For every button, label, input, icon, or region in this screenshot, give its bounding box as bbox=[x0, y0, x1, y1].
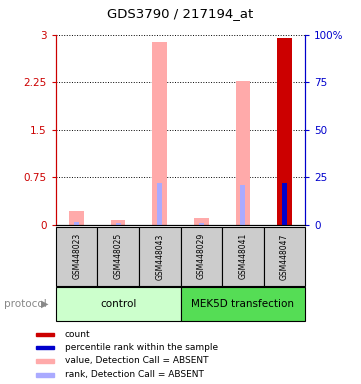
Text: protocol: protocol bbox=[4, 299, 46, 309]
Bar bbox=[139, 227, 180, 286]
Bar bbox=[36, 373, 54, 377]
Bar bbox=[69, 211, 84, 225]
Bar bbox=[36, 346, 54, 349]
Text: percentile rank within the sample: percentile rank within the sample bbox=[65, 343, 218, 352]
Bar bbox=[111, 220, 126, 225]
Bar bbox=[74, 222, 79, 225]
Bar bbox=[264, 227, 305, 286]
Bar bbox=[282, 184, 287, 225]
Bar bbox=[97, 227, 139, 286]
Bar bbox=[56, 287, 180, 321]
Text: count: count bbox=[65, 330, 91, 339]
Text: control: control bbox=[100, 299, 136, 309]
Bar bbox=[116, 223, 121, 225]
Text: value, Detection Call = ABSENT: value, Detection Call = ABSENT bbox=[65, 356, 209, 366]
Bar bbox=[180, 287, 305, 321]
Bar bbox=[194, 218, 209, 225]
Bar bbox=[157, 184, 162, 225]
Bar bbox=[152, 42, 167, 225]
Text: ▶: ▶ bbox=[42, 299, 49, 309]
Text: rank, Detection Call = ABSENT: rank, Detection Call = ABSENT bbox=[65, 371, 204, 379]
Bar bbox=[235, 81, 250, 225]
Bar bbox=[180, 227, 222, 286]
Text: GSM448041: GSM448041 bbox=[238, 233, 247, 280]
Bar bbox=[199, 223, 204, 225]
Text: GSM448043: GSM448043 bbox=[155, 233, 164, 280]
Text: GSM448029: GSM448029 bbox=[197, 233, 206, 280]
Text: GSM448025: GSM448025 bbox=[114, 233, 123, 280]
Bar bbox=[240, 185, 245, 225]
Bar bbox=[277, 38, 292, 225]
Text: GDS3790 / 217194_at: GDS3790 / 217194_at bbox=[107, 7, 254, 20]
Text: GSM448047: GSM448047 bbox=[280, 233, 289, 280]
Bar bbox=[56, 227, 97, 286]
Bar bbox=[222, 227, 264, 286]
Text: MEK5D transfection: MEK5D transfection bbox=[191, 299, 294, 309]
Bar bbox=[36, 359, 54, 362]
Bar bbox=[36, 333, 54, 336]
Text: GSM448023: GSM448023 bbox=[72, 233, 81, 280]
